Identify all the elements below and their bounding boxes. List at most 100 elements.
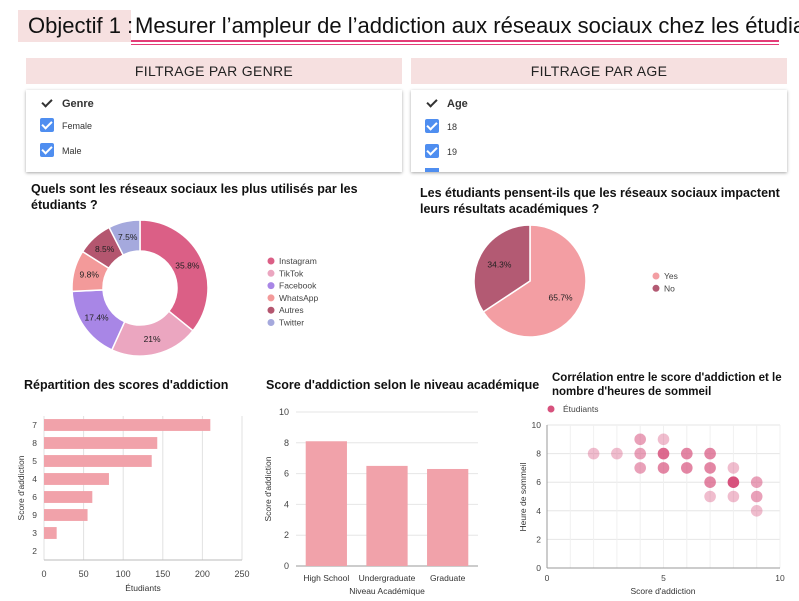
networks-slice-label: 21%: [144, 334, 161, 344]
academic-y-axis-label: Score d'addiction: [263, 456, 273, 521]
distribution-bar-7: [44, 419, 211, 431]
chart-impact-title: Les étudiants pensent-ils que les réseau…: [420, 186, 780, 216]
correlation-point: [704, 447, 716, 460]
distribution-xtick-label: 200: [195, 569, 210, 579]
networks-legend-swatch: [267, 282, 275, 290]
networks-legend-swatch: [267, 294, 275, 302]
networks-legend-swatch: [267, 269, 275, 277]
distribution-ytick-label: 7: [32, 420, 37, 430]
distribution-y-axis-label: Score d'addiction: [16, 455, 26, 520]
chart-academic-title: Score d'addiction selon le niveau académ…: [266, 378, 540, 392]
correlation-ytick-label: 6: [536, 477, 541, 487]
correlation-point: [611, 447, 623, 460]
correlation-point: [657, 433, 670, 446]
correlation-point: [657, 447, 670, 460]
impact-slice-no: [473, 224, 531, 313]
academic-ytick-label: 0: [284, 561, 289, 571]
distribution-bar-4: [44, 473, 109, 485]
chart-correlation-title: Corrélation entre le score d'addiction e…: [552, 372, 782, 398]
academic-x-axis-label: Niveau Académique: [349, 586, 425, 596]
chart-networks-title: Quels sont les réseaux sociaux les plus …: [31, 182, 358, 212]
option-label: Male: [62, 146, 82, 156]
chart-distribution-title: Répartition des scores d'addiction: [24, 378, 229, 392]
filter-age-field: Age: [447, 98, 468, 110]
checkbox-partial-icon: [425, 168, 439, 172]
correlation-point: [681, 462, 693, 474]
option-label: 18: [447, 122, 458, 132]
academic-ytick-label: 10: [279, 407, 289, 417]
networks-slice-label: 17.4%: [85, 313, 110, 323]
networks-slice-label: 7.5%: [118, 232, 138, 242]
correlation-point: [704, 476, 716, 489]
option-label: 19: [447, 147, 458, 157]
impact-legend-label: Yes: [664, 271, 678, 281]
correlation-legend-label: Étudiants: [563, 404, 598, 414]
distribution-bar-9: [44, 509, 88, 521]
academic-bar: [305, 441, 347, 566]
academic-ytick-label: 6: [284, 469, 289, 479]
impact-slice-yes: [482, 224, 587, 338]
networks-legend-swatch: [267, 257, 275, 265]
impact-legend-label: No: [664, 283, 675, 293]
academic-ytick-label: 8: [284, 438, 289, 448]
distribution-x-axis-label: Étudiants: [125, 583, 160, 593]
correlation-point: [657, 462, 670, 474]
distribution-ytick-label: 4: [32, 474, 37, 484]
networks-legend-swatch: [267, 319, 275, 326]
checkbox-checked-icon[interactable]: [425, 144, 439, 158]
page-title: Mesurer l’ampleur de l’addiction aux rés…: [131, 10, 799, 45]
correlation-point: [750, 476, 763, 489]
checkbox-checked-icon[interactable]: [40, 118, 54, 132]
correlation-ytick-label: 2: [536, 534, 541, 544]
correlation-legend-swatch: [547, 405, 555, 413]
distribution-ytick-label: 6: [32, 492, 37, 502]
correlation-point: [750, 505, 763, 517]
distribution-xtick-label: 100: [116, 569, 131, 579]
correlation-ytick-label: 4: [536, 506, 541, 516]
networks-slice-instagram: [139, 219, 209, 332]
networks-legend-label: Instagram: [279, 256, 317, 266]
impact-legend-swatch: [652, 284, 660, 292]
distribution-ytick-label: 2: [32, 546, 37, 556]
networks-legend-label: Facebook: [279, 281, 317, 291]
distribution-bar-5: [44, 455, 152, 467]
filter-age-heading: FILTRAGE PAR AGE: [411, 58, 787, 84]
academic-bar: [366, 465, 408, 566]
academic-bar: [427, 468, 469, 566]
filter-genre-field: Genre: [62, 98, 94, 110]
checkbox-checked-icon[interactable]: [40, 143, 54, 157]
correlation-point: [704, 490, 716, 503]
page-header: Objectif 1 : Mesurer l’ampleur de l’addi…: [18, 10, 799, 45]
academic-xtick-label: Undergraduate: [359, 573, 416, 583]
distribution-xtick-label: 150: [155, 569, 170, 579]
academic-ytick-label: 2: [284, 530, 289, 540]
distribution-ytick-label: 8: [32, 438, 37, 448]
networks-slice-twitter: [108, 219, 141, 257]
distribution-bar-3: [44, 527, 57, 539]
correlation-point: [634, 462, 646, 474]
distribution-ytick-label: 5: [32, 456, 37, 466]
correlation-ytick-label: 8: [536, 449, 541, 459]
correlation-ytick-label: 10: [532, 420, 542, 430]
checkbox-checked-icon[interactable]: [425, 119, 439, 133]
distribution-bar-8: [44, 437, 158, 449]
correlation-point: [587, 447, 600, 460]
impact-slice-label: 65.7%: [549, 292, 574, 302]
impact-slice-label: 34.3%: [487, 260, 512, 270]
distribution-xtick-label: 50: [79, 569, 89, 579]
networks-legend-label: Twitter: [279, 318, 304, 328]
networks-legend-label: TikTok: [279, 268, 304, 278]
correlation-point: [727, 476, 740, 489]
networks-legend-swatch: [267, 306, 275, 314]
correlation-point: [681, 447, 693, 460]
distribution-bar-6: [44, 491, 93, 503]
distribution-ytick-label: 9: [32, 510, 37, 520]
distribution-xtick-label: 0: [41, 569, 46, 579]
objective-label: Objectif 1 :: [18, 10, 133, 42]
correlation-x-axis-label: Score d'addiction: [631, 586, 696, 596]
correlation-ytick-label: 0: [536, 563, 541, 573]
networks-slice-label: 8.5%: [95, 244, 115, 254]
distribution-ytick-label: 3: [32, 528, 37, 538]
correlation-point: [634, 447, 646, 460]
